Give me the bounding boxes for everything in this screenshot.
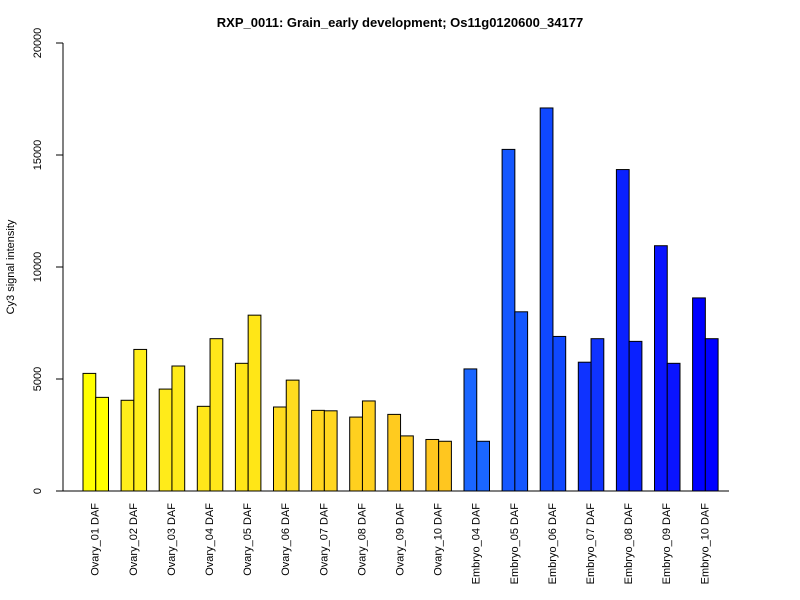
x-tick-label: Ovary_04 DAF xyxy=(204,503,216,576)
bar xyxy=(400,435,414,492)
bar xyxy=(171,365,186,492)
x-tick-label: Embryo_07 DAF xyxy=(585,503,597,585)
bar xyxy=(539,107,554,492)
bar xyxy=(247,314,262,492)
bar xyxy=(590,338,605,492)
bar xyxy=(628,340,643,492)
bar xyxy=(463,368,478,492)
bar xyxy=(133,348,148,492)
y-tick-label: 10000 xyxy=(32,252,44,283)
bar xyxy=(311,409,325,492)
bar xyxy=(654,245,668,492)
x-tick-label: Ovary_08 DAF xyxy=(356,503,368,576)
bar xyxy=(196,405,211,492)
bar xyxy=(387,413,402,492)
bar xyxy=(120,399,135,492)
x-tick-label: Embryo_10 DAF xyxy=(699,503,711,585)
bar xyxy=(323,410,338,492)
x-tick-label: Ovary_03 DAF xyxy=(166,503,178,576)
bar xyxy=(285,379,300,492)
y-tick-label: 20000 xyxy=(32,28,44,59)
bar xyxy=(349,416,363,492)
bar xyxy=(666,362,681,492)
x-tick-label: Ovary_09 DAF xyxy=(394,503,406,576)
bar xyxy=(209,338,224,492)
bar xyxy=(704,338,719,492)
bar xyxy=(425,438,440,492)
y-tick-label: 5000 xyxy=(32,367,44,391)
x-axis: Ovary_01 DAF Ovary_02 DAF Ovary_03 DAF Ovar… xyxy=(63,490,729,585)
y-axis-label: Cy3 signal intensity xyxy=(5,219,17,314)
x-tick-label: Ovary_01 DAF xyxy=(90,503,102,576)
x-tick-label: Ovary_10 DAF xyxy=(433,503,445,576)
x-tick-label: Ovary_06 DAF xyxy=(280,503,292,576)
bar xyxy=(273,406,287,492)
bar xyxy=(438,440,452,492)
bar xyxy=(501,148,516,492)
bar xyxy=(514,311,529,492)
bar xyxy=(361,400,376,492)
bar xyxy=(577,361,592,492)
bar xyxy=(82,372,97,492)
x-tick-label: Ovary_02 DAF xyxy=(128,503,140,576)
bar xyxy=(95,396,109,492)
y-tick-label: 0 xyxy=(32,488,44,494)
bar xyxy=(615,169,630,492)
chart-title: RXP_0011: Grain_early development; Os11g… xyxy=(217,15,583,30)
x-tick-label: Embryo_09 DAF xyxy=(661,503,673,585)
x-tick-label: Ovary_05 DAF xyxy=(242,503,254,576)
bars-group xyxy=(82,107,719,492)
x-tick-label: Embryo_06 DAF xyxy=(547,503,559,585)
bar xyxy=(552,335,567,492)
x-tick-label: Embryo_04 DAF xyxy=(471,503,483,585)
x-tick-label: Ovary_07 DAF xyxy=(318,503,330,576)
y-axis: 0 5000 10000 15000 20000 xyxy=(32,28,64,494)
bar xyxy=(476,440,490,492)
x-tick-label: Embryo_08 DAF xyxy=(623,503,635,585)
x-tick-label: Embryo_05 DAF xyxy=(509,503,521,585)
bar xyxy=(692,297,706,492)
y-tick-label: 15000 xyxy=(32,140,44,171)
bar xyxy=(234,362,249,492)
bar xyxy=(158,388,173,492)
